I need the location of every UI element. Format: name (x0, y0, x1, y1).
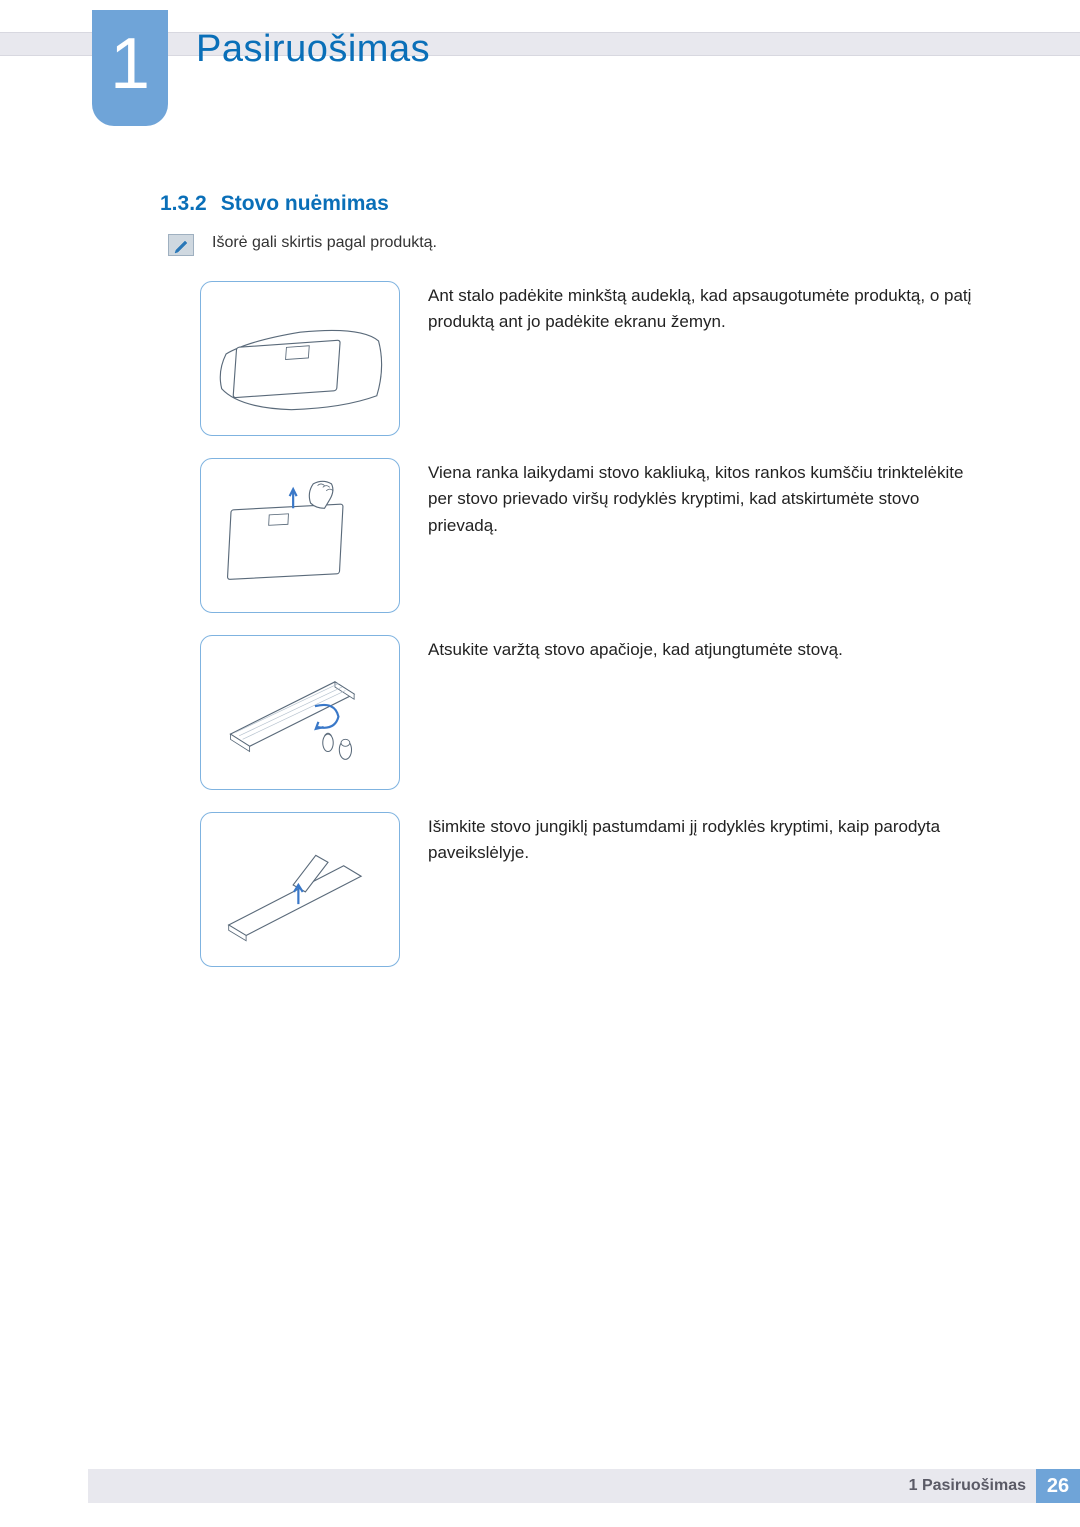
section-title: Stovo nuėmimas (221, 192, 389, 215)
step-illustration-unscrew-base (200, 635, 400, 790)
note-text: Išorė gali skirtis pagal produktą. (212, 234, 437, 252)
footer-label: 1 Pasiruošimas (909, 1477, 1036, 1495)
chapter-title: Pasiruošimas (196, 28, 430, 71)
step-row: Ant stalo padėkite minkštą audeklą, kad … (200, 281, 980, 436)
step-text: Ant stalo padėkite minkštą audeklą, kad … (428, 281, 980, 336)
chapter-number-badge: 1 (92, 10, 168, 126)
step-illustration-remove-connector (200, 812, 400, 967)
note-pencil-icon (168, 234, 194, 256)
footer-bar: 1 Pasiruošimas 26 (88, 1469, 1080, 1503)
section-number: 1.3.2 (160, 192, 207, 215)
step-row: Išimkite stovo jungiklį pastumdami jį ro… (200, 812, 980, 967)
step-text: Atsukite varžtą stovo apačioje, kad atju… (428, 635, 843, 663)
steps-list: Ant stalo padėkite minkštą audeklą, kad … (200, 281, 980, 989)
step-text: Išimkite stovo jungiklį pastumdami jį ro… (428, 812, 980, 867)
step-row: Viena ranka laikydami stovo kakliuką, ki… (200, 458, 980, 613)
note: Išorė gali skirtis pagal produktą. (168, 234, 960, 256)
step-text: Viena ranka laikydami stovo kakliuką, ki… (428, 458, 980, 539)
footer-page-number: 26 (1036, 1469, 1080, 1503)
step-row: Atsukite varžtą stovo apačioje, kad atju… (200, 635, 980, 790)
step-illustration-monitor-face-down (200, 281, 400, 436)
step-illustration-knock-stand (200, 458, 400, 613)
section-heading: 1.3.2 Stovo nuėmimas (160, 192, 389, 216)
chapter-number: 1 (110, 28, 150, 100)
